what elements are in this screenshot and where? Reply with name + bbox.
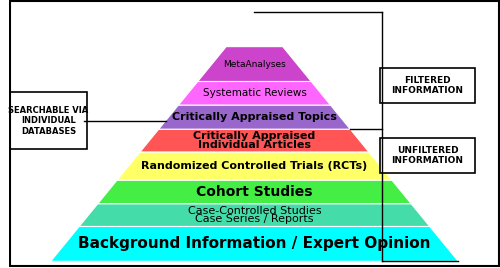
Text: SEARCHABLE VIA
INDIVIDUAL
DATABASES: SEARCHABLE VIA INDIVIDUAL DATABASES	[8, 106, 88, 136]
Text: FILTERED
INFORMATION: FILTERED INFORMATION	[392, 76, 464, 95]
Polygon shape	[158, 105, 350, 129]
Text: Randomized Controlled Trials (RCTs): Randomized Controlled Trials (RCTs)	[142, 161, 368, 171]
Polygon shape	[98, 180, 411, 204]
Text: MetaAnalyses: MetaAnalyses	[223, 59, 286, 69]
Text: Individual Articles: Individual Articles	[198, 140, 311, 150]
Text: Background Information / Expert Opinion: Background Information / Expert Opinion	[78, 236, 430, 251]
Polygon shape	[198, 47, 311, 81]
Text: Critically Appraised Topics: Critically Appraised Topics	[172, 112, 337, 122]
Polygon shape	[79, 204, 430, 226]
Text: Case-Controlled Studies: Case-Controlled Studies	[188, 206, 322, 216]
Polygon shape	[178, 81, 330, 105]
Polygon shape	[117, 152, 392, 180]
FancyBboxPatch shape	[380, 68, 476, 103]
Text: UNFILTERED
INFORMATION: UNFILTERED INFORMATION	[392, 146, 464, 165]
Text: Systematic Reviews: Systematic Reviews	[202, 88, 306, 98]
Polygon shape	[140, 129, 369, 152]
Text: Critically Appraised: Critically Appraised	[194, 131, 316, 141]
Text: Case Series / Reports: Case Series / Reports	[195, 214, 314, 224]
Polygon shape	[50, 226, 459, 261]
FancyBboxPatch shape	[380, 138, 476, 173]
Text: Cohort Studies: Cohort Studies	[196, 185, 312, 199]
FancyBboxPatch shape	[10, 92, 86, 149]
